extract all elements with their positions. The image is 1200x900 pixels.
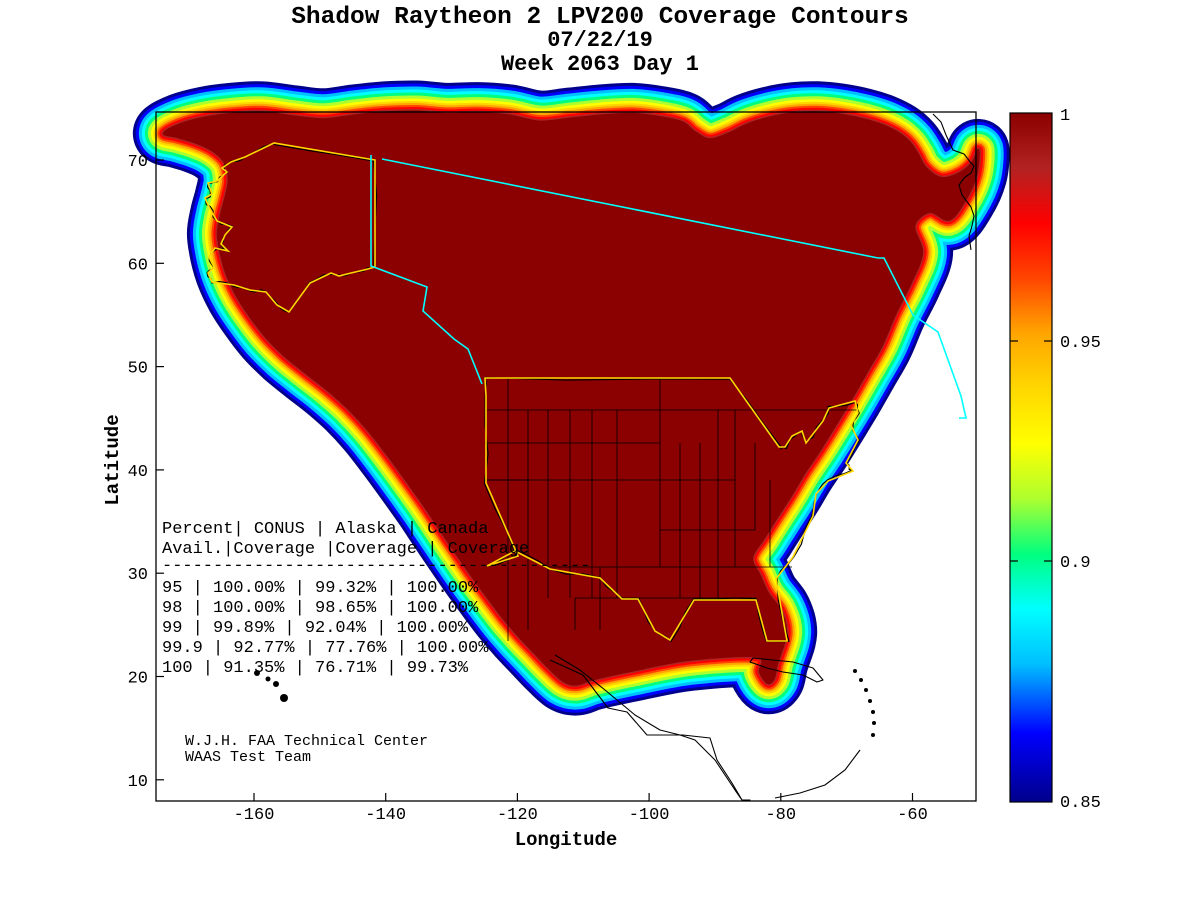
svg-text:30: 30 xyxy=(128,566,148,585)
svg-text:40: 40 xyxy=(128,463,148,482)
svg-text:10: 10 xyxy=(128,773,148,792)
svg-text:Longitude: Longitude xyxy=(515,829,618,851)
svg-text:1: 1 xyxy=(1060,107,1070,126)
svg-text:W.J.H. FAA Technical Center: W.J.H. FAA Technical Center xyxy=(185,733,428,750)
svg-text:98 | 100.00% | 98.65% | 10: 98 | 100.00% | 98.65% | 100.00% xyxy=(162,599,479,618)
svg-text:-140: -140 xyxy=(365,806,406,825)
svg-text:100 | 91.35% | 76.71% | 9: 100 | 91.35% | 76.71% | 99.73% xyxy=(162,659,469,678)
svg-text:99.9 | 92.77% | 77.76% |: 99.9 | 92.77% | 77.76% | 100.00% xyxy=(162,639,489,658)
svg-text:20: 20 xyxy=(128,670,148,689)
svg-text:WAAS Test Team: WAAS Test Team xyxy=(185,749,311,766)
svg-text:60: 60 xyxy=(128,256,148,275)
svg-text:-80: -80 xyxy=(765,806,796,825)
svg-text:99 | 99.89% | 92.04% | 10: 99 | 99.89% | 92.04% | 100.00% xyxy=(162,619,469,638)
svg-text:-100: -100 xyxy=(629,806,670,825)
svg-text:Percent| CONUS | Alaska |: Percent| CONUS | Alaska | Canada xyxy=(162,520,488,539)
svg-text:-160: -160 xyxy=(234,806,275,825)
svg-text:-60: -60 xyxy=(897,806,928,825)
svg-text:------------------------------: ----------------------------------------… xyxy=(162,557,590,576)
svg-text:-120: -120 xyxy=(497,806,538,825)
svg-text:70: 70 xyxy=(128,153,148,172)
svg-text:0.95: 0.95 xyxy=(1060,334,1101,353)
svg-text:0.85: 0.85 xyxy=(1060,794,1101,813)
svg-text:95 | 100.00% | 99.32% | 10: 95 | 100.00% | 99.32% | 100.00% xyxy=(162,579,479,598)
svg-text:Latitude: Latitude xyxy=(102,414,124,505)
svg-text:50: 50 xyxy=(128,360,148,379)
svg-text:0.9: 0.9 xyxy=(1060,554,1091,573)
